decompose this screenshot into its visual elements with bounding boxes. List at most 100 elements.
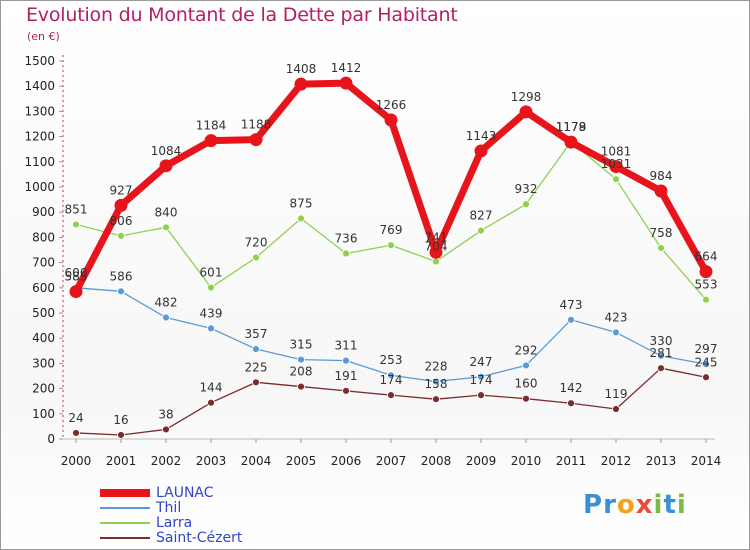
data-label: 827 <box>470 209 493 223</box>
data-point <box>612 405 620 413</box>
data-label: 245 <box>695 355 718 369</box>
legend-label: Larra <box>156 515 193 531</box>
data-label: 357 <box>245 327 268 341</box>
data-point <box>294 77 308 91</box>
legend-item: Saint-Cézert <box>100 530 242 546</box>
data-point <box>117 287 125 296</box>
y-tick-label: 0 <box>47 432 55 446</box>
data-label: 1081 <box>601 145 632 159</box>
y-tick-label: 1100 <box>24 155 55 169</box>
y-tick-label: 1400 <box>24 79 55 93</box>
data-label: 473 <box>560 298 583 312</box>
x-tick-label: 2000 <box>61 454 92 468</box>
series-saint-c-zert <box>72 364 710 439</box>
data-label: 553 <box>695 278 718 292</box>
data-label: 247 <box>470 355 493 369</box>
data-label: 174 <box>380 373 403 387</box>
data-label: 664 <box>695 250 718 264</box>
data-label: 24 <box>68 411 83 425</box>
data-point <box>114 198 128 212</box>
data-label: 142 <box>560 381 583 395</box>
data-label: 932 <box>515 182 538 196</box>
legend-label: Saint-Cézert <box>156 530 243 546</box>
data-point <box>702 373 710 382</box>
x-tick-label: 2010 <box>511 454 542 468</box>
logo-letter: t <box>663 490 677 520</box>
data-label: 144 <box>200 381 223 395</box>
y-tick-label: 800 <box>32 230 55 244</box>
y-tick-label: 600 <box>32 281 55 295</box>
x-tick-label: 2008 <box>421 454 452 468</box>
data-point <box>567 399 575 408</box>
data-label: 1143 <box>466 129 497 143</box>
data-point <box>69 285 83 299</box>
logo-letter: i <box>676 490 687 520</box>
y-tick-label: 200 <box>32 382 55 396</box>
logo-letter: P <box>583 490 604 520</box>
data-point <box>657 244 665 252</box>
legend-swatch <box>100 537 150 539</box>
legend-swatch <box>100 507 150 509</box>
data-point <box>72 220 80 229</box>
y-tick-label: 700 <box>32 256 55 270</box>
data-label: 704 <box>425 240 448 254</box>
data-point <box>702 295 710 304</box>
data-label: 600 <box>65 266 88 280</box>
data-point <box>657 364 665 373</box>
proxiti-logo: Proxiti <box>583 490 687 520</box>
chart-title: Evolution du Montant de la Dette par Hab… <box>26 4 458 26</box>
data-point <box>387 391 395 400</box>
data-point <box>564 135 578 149</box>
data-point <box>249 133 263 147</box>
y-tick-label: 400 <box>32 331 55 345</box>
data-point <box>162 425 170 434</box>
data-point <box>252 378 260 387</box>
x-tick-label: 2006 <box>331 454 362 468</box>
data-point <box>522 200 530 209</box>
data-point <box>522 361 530 370</box>
data-label: 875 <box>290 197 313 211</box>
data-point <box>657 351 665 360</box>
data-label: 720 <box>245 236 268 250</box>
data-label: 281 <box>650 346 673 360</box>
data-point <box>612 175 620 184</box>
x-tick-label: 2007 <box>376 454 407 468</box>
x-tick-label: 2003 <box>196 454 227 468</box>
data-point <box>477 372 485 381</box>
data-label: 439 <box>200 306 223 320</box>
data-point <box>474 144 488 158</box>
data-point <box>252 253 260 262</box>
data-point <box>342 356 350 365</box>
legend-swatch <box>100 489 150 497</box>
data-point <box>384 113 398 127</box>
data-point <box>117 231 125 240</box>
data-point <box>297 382 305 391</box>
data-label: 758 <box>650 226 673 240</box>
data-label: 228 <box>425 360 448 374</box>
data-label: 840 <box>155 205 178 219</box>
data-label: 1178 <box>556 120 587 134</box>
data-label: 330 <box>650 334 673 348</box>
data-point <box>339 76 353 90</box>
data-label: 160 <box>515 377 538 391</box>
data-point <box>654 184 668 198</box>
data-point <box>432 395 440 404</box>
data-point <box>609 160 623 174</box>
data-label: 482 <box>155 296 178 310</box>
data-label: 806 <box>110 214 133 228</box>
data-label: 1031 <box>601 157 632 171</box>
data-label: 984 <box>650 169 673 183</box>
data-label: 741 <box>425 230 448 244</box>
data-point <box>432 377 440 386</box>
y-tick-label: 900 <box>32 205 55 219</box>
x-tick-label: 2013 <box>646 454 677 468</box>
x-tick-label: 2001 <box>106 454 137 468</box>
data-label: 174 <box>470 373 493 387</box>
y-tick-label: 1200 <box>24 130 55 144</box>
data-label: 1084 <box>151 144 182 158</box>
data-point <box>159 159 173 173</box>
x-tick-label: 2012 <box>601 454 632 468</box>
data-point <box>477 391 485 400</box>
y-tick-label: 100 <box>32 407 55 421</box>
